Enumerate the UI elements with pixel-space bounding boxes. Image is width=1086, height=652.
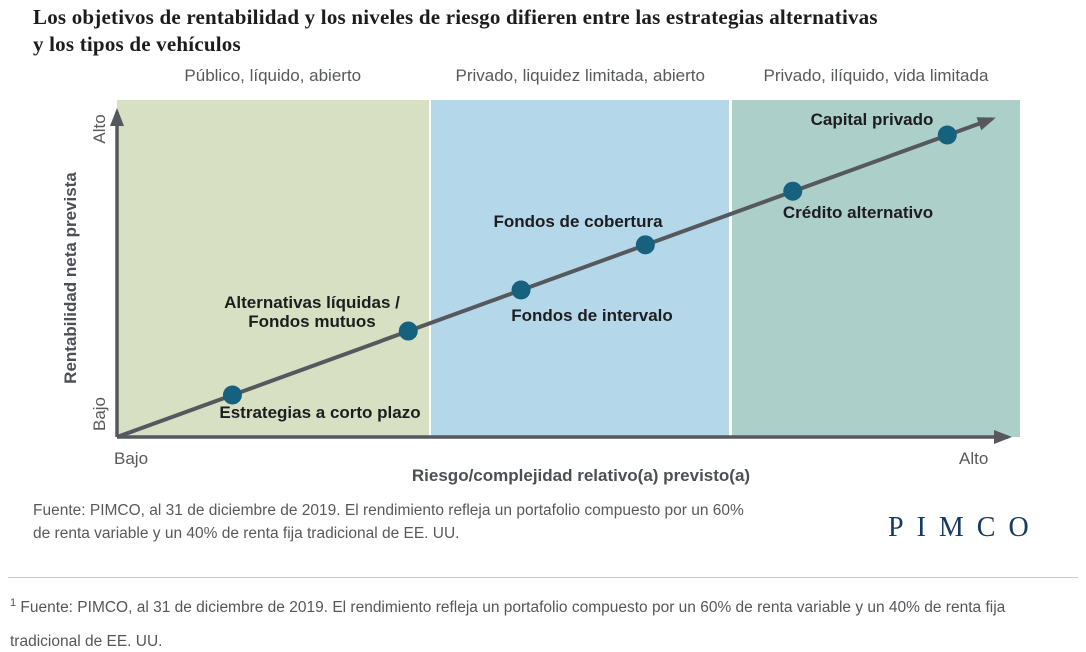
- y-axis-high-label: Alto: [90, 114, 109, 144]
- y-axis-title: Rentabilidad neta prevista: [61, 172, 80, 384]
- pimco-logo: PIMCO: [888, 512, 1042, 543]
- data-point: [398, 321, 418, 341]
- data-point: [511, 280, 531, 300]
- point-label: Crédito alternativo: [782, 203, 934, 222]
- band-header-0: Público, líquido, abierto: [184, 66, 362, 85]
- data-point: [222, 385, 242, 405]
- footnote-marker: 1: [10, 597, 17, 609]
- point-label: Alternativas líquidas / Fondos mutuos: [224, 293, 400, 331]
- x-axis-title: Riesgo/complejidad relativo(a) previsto(…: [411, 466, 751, 485]
- band-header-2: Privado, ilíquido, vida limitada: [763, 66, 989, 85]
- x-axis-high-label: Alto: [959, 449, 989, 468]
- data-point: [937, 125, 957, 145]
- data-point: [635, 235, 655, 255]
- page-title-line1: Los objetivos de rentabilidad y los nive…: [33, 5, 878, 29]
- data-point: [783, 181, 803, 201]
- point-label: Estrategias a corto plazo: [219, 403, 421, 422]
- band-header-1: Privado, liquidez limitada, abierto: [455, 66, 705, 85]
- source-note: Fuente: PIMCO, al 31 de diciembre de 201…: [33, 502, 744, 542]
- footnote: 1 Fuente: PIMCO, al 31 de diciembre de 2…: [10, 586, 1076, 652]
- trend-arrow-line: [116, 117, 996, 439]
- footnote-text: Fuente: PIMCO, al 31 de diciembre de 201…: [10, 599, 1006, 651]
- data-point-layer: [222, 125, 957, 405]
- band-2: [731, 100, 1020, 437]
- page-title-line2: y los tipos de vehículos: [33, 32, 241, 56]
- point-label: Fondos de intervalo: [511, 306, 673, 325]
- x-axis-low-label: Bajo: [114, 449, 149, 468]
- page-title: Los objetivos de rentabilidad y los nive…: [33, 4, 878, 58]
- y-axis-low-label: Bajo: [90, 396, 109, 432]
- divider-line: [8, 577, 1078, 578]
- point-label: Capital privado: [810, 110, 934, 129]
- point-label: Fondos de cobertura: [493, 212, 663, 231]
